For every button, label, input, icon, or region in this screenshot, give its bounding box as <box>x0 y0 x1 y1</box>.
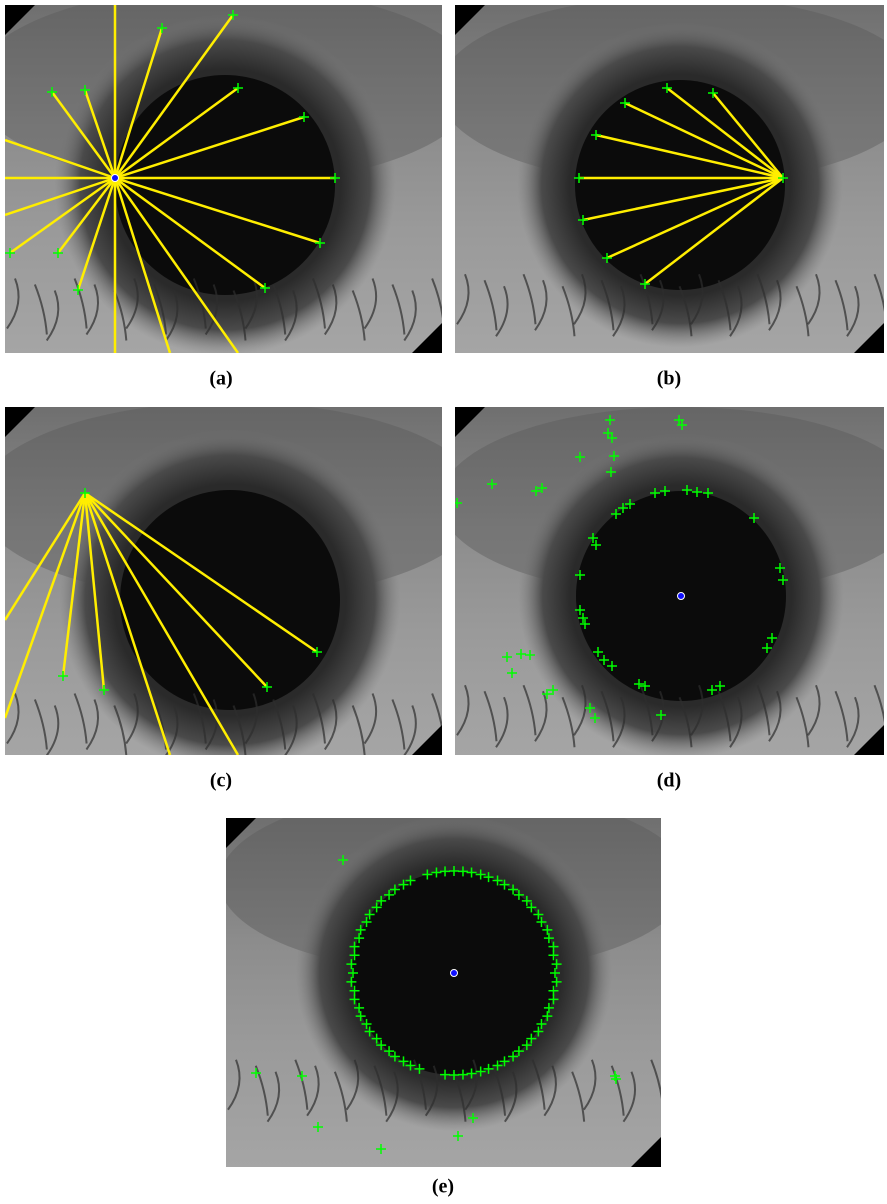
caption: (b) <box>657 368 681 390</box>
pupil <box>115 75 335 295</box>
eye-image <box>0 0 478 356</box>
caption: (c) <box>210 770 232 792</box>
figure: (a) (b) (c) (d) (e) <box>0 0 887 1199</box>
eye-image <box>219 789 688 1167</box>
pupil <box>120 490 340 710</box>
caption: (e) <box>432 1176 454 1198</box>
page: (a) (b) (c) (d) (e) (() => { const data … <box>0 0 887 1199</box>
center-point <box>678 593 685 600</box>
caption: (a) <box>209 368 232 390</box>
center-point <box>112 175 119 182</box>
eye-image <box>440 407 887 759</box>
center-point <box>451 970 458 977</box>
eye-image <box>0 402 483 771</box>
eye-image <box>439 0 887 353</box>
caption: (d) <box>657 770 681 792</box>
